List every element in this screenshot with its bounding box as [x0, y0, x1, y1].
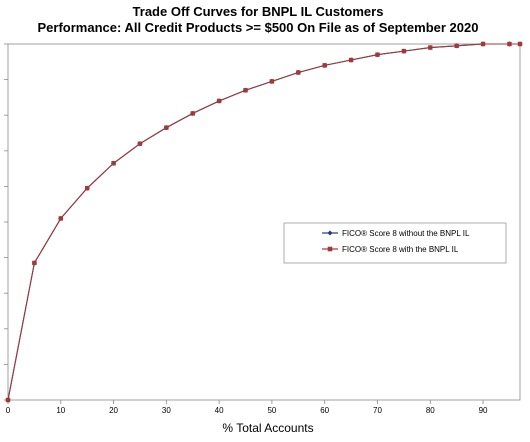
legend: FICO® Score 8 without the BNPL IL FICO® … — [283, 222, 507, 264]
data-point-1 — [480, 41, 486, 47]
legend-label-without: FICO® Score 8 without the BNPL IL — [342, 229, 470, 238]
x-tick-label: 0 — [6, 406, 11, 415]
plot-area — [7, 43, 521, 401]
legend-box — [283, 222, 507, 264]
x-tick-label: 60 — [320, 406, 329, 415]
chart-subtitle: Performance: All Credit Products >= $500… — [38, 20, 479, 35]
data-point-1 — [269, 79, 275, 84]
data-point-1 — [401, 48, 407, 54]
x-axis-ticks: 0 10 20 30 40 50 60 70 80 90 — [6, 400, 488, 415]
data-point-1 — [111, 161, 116, 166]
data-point-1 — [32, 260, 37, 266]
data-point-1 — [190, 111, 195, 116]
chart-title: Trade Off Curves for BNPL IL Customers — [133, 4, 384, 19]
legend-square-marker — [327, 246, 333, 252]
data-point-1 — [454, 43, 459, 48]
x-tick-label: 40 — [215, 406, 224, 415]
data-point-1 — [164, 125, 169, 130]
data-point-1 — [84, 185, 90, 191]
x-tick-label: 70 — [373, 406, 382, 415]
data-point-1 — [5, 397, 11, 403]
data-point-1 — [322, 63, 327, 68]
x-tick-label: 90 — [479, 406, 488, 415]
legend-diamond-marker — [327, 230, 333, 236]
series-layer — [5, 41, 523, 403]
x-tick-label: 50 — [267, 406, 276, 415]
data-point-1 — [517, 41, 523, 47]
x-tick-label: 20 — [109, 406, 118, 415]
data-point-1 — [216, 98, 222, 104]
data-point-1 — [296, 70, 301, 75]
data-point-1 — [58, 216, 63, 221]
data-point-1 — [137, 141, 143, 146]
x-tick-label: 80 — [426, 406, 435, 415]
legend-label-with: FICO® Score 8 with the BNPL IL — [342, 245, 459, 254]
data-point-1 — [348, 57, 354, 63]
y-axis-ticks — [4, 43, 8, 401]
data-point-1 — [507, 41, 512, 47]
x-tick-label: 10 — [56, 406, 65, 415]
data-point-1 — [428, 45, 433, 50]
x-tick-label: 30 — [162, 406, 171, 415]
data-point-1 — [375, 52, 380, 57]
x-axis-label: % Total Accounts — [222, 421, 313, 435]
data-point-1 — [243, 88, 248, 93]
